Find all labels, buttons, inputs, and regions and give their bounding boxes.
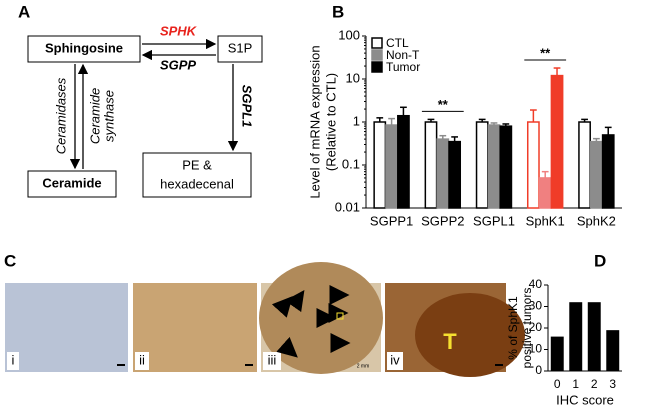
- y-tick-label: 100: [338, 27, 360, 42]
- enzyme-label: SGPP: [160, 57, 196, 72]
- micrograph-label: i: [12, 352, 15, 367]
- node-box: [27, 35, 141, 63]
- bar: [436, 138, 450, 209]
- pathway-diagram: Sphingosine S1P Ceramide PE & hexadecena…: [27, 23, 263, 198]
- node-label: PE &: [182, 157, 212, 172]
- enzyme-label: Ceramide: [87, 88, 102, 144]
- legend-label: CTL: [386, 36, 409, 50]
- panel-label: B: [332, 2, 344, 21]
- y-tick-label: 30: [529, 299, 543, 313]
- legend-label: Tumor: [386, 60, 420, 74]
- bar: [578, 121, 591, 209]
- significance-label: **: [540, 45, 551, 60]
- bar: [526, 121, 540, 209]
- micrograph: [133, 283, 257, 372]
- y-tick-label: 20: [529, 320, 543, 334]
- node-box: [217, 35, 263, 63]
- node-label: Ceramide: [42, 175, 101, 190]
- micrograph: [5, 283, 128, 372]
- x-tick-label: SGPP2: [421, 213, 464, 228]
- y-axis-label: positive tumors: [520, 288, 534, 369]
- node-box: [142, 152, 252, 198]
- y-tick-label: 10: [529, 342, 543, 356]
- enzyme-label: SGPL1: [240, 85, 255, 128]
- significance-label: **: [438, 97, 449, 112]
- y-tick-label: 40: [529, 277, 543, 291]
- scale-label: 2 mm: [357, 363, 370, 369]
- bar: [487, 124, 501, 209]
- node-label: S1P: [228, 40, 253, 55]
- node-box: [27, 170, 117, 198]
- node-label: hexadecenal: [160, 176, 234, 191]
- bar: [373, 121, 387, 209]
- bar: [587, 302, 601, 371]
- x-tick-label: 1: [572, 377, 579, 391]
- y-axis-label: (Relative to CTL): [323, 73, 338, 171]
- bar: [550, 336, 564, 371]
- bar: [424, 121, 438, 209]
- x-tick-label: 3: [609, 377, 616, 391]
- label-box: [7, 352, 19, 370]
- micrograph-label: iv: [390, 352, 400, 367]
- y-tick-label: 1: [353, 113, 360, 128]
- micrographs: i ii iii iv 2 mm T: [5, 262, 525, 377]
- enzyme-label: SPHK: [160, 23, 198, 38]
- bar: [550, 74, 564, 209]
- y-tick-label: 0: [535, 363, 542, 377]
- bar: [601, 134, 615, 209]
- x-tick-label: 2: [591, 377, 598, 391]
- x-axis-label: IHC score: [556, 392, 614, 407]
- x-tick-label: SphK2: [577, 213, 616, 228]
- inset-marker: [336, 312, 344, 320]
- legend-swatch: [371, 49, 383, 61]
- panel-label: D: [594, 251, 606, 270]
- y-axis-label: Level of mRNA expression: [307, 45, 322, 198]
- bar: [499, 125, 513, 209]
- micrograph-label: ii: [139, 352, 145, 367]
- bar: [538, 177, 552, 209]
- label-box: [135, 352, 149, 370]
- micrograph-label: iii: [268, 352, 277, 367]
- panel-label: A: [18, 2, 30, 21]
- enzyme-label: synthase: [101, 90, 116, 142]
- bar: [569, 302, 583, 371]
- y-axis-label: % of SphK1: [506, 296, 520, 360]
- bar: [590, 140, 603, 209]
- y-tick-label: 0.01: [335, 199, 360, 214]
- bar: [385, 124, 398, 209]
- enzyme-label: Ceramidases: [53, 77, 68, 154]
- x-tick-label: SphK1: [526, 213, 565, 228]
- legend-label: Non-T: [386, 48, 420, 62]
- label-box: [387, 352, 403, 370]
- y-tick-label: 0.1: [342, 156, 360, 171]
- x-tick-label: 0: [554, 377, 561, 391]
- node-label: Sphingosine: [45, 40, 123, 55]
- legend-swatch: [371, 37, 383, 49]
- bar: [448, 140, 462, 209]
- tumor-region: [415, 293, 525, 377]
- bar: [606, 330, 620, 371]
- x-tick-label: SGPL1: [473, 213, 515, 228]
- panel-label: C: [4, 251, 16, 270]
- y-tick-label: 10: [346, 70, 360, 85]
- bar: [475, 121, 489, 209]
- tumor-mark: T: [443, 329, 457, 354]
- legend-swatch: [371, 61, 383, 73]
- x-tick-label: SGPP1: [370, 213, 413, 228]
- bar: [397, 114, 410, 209]
